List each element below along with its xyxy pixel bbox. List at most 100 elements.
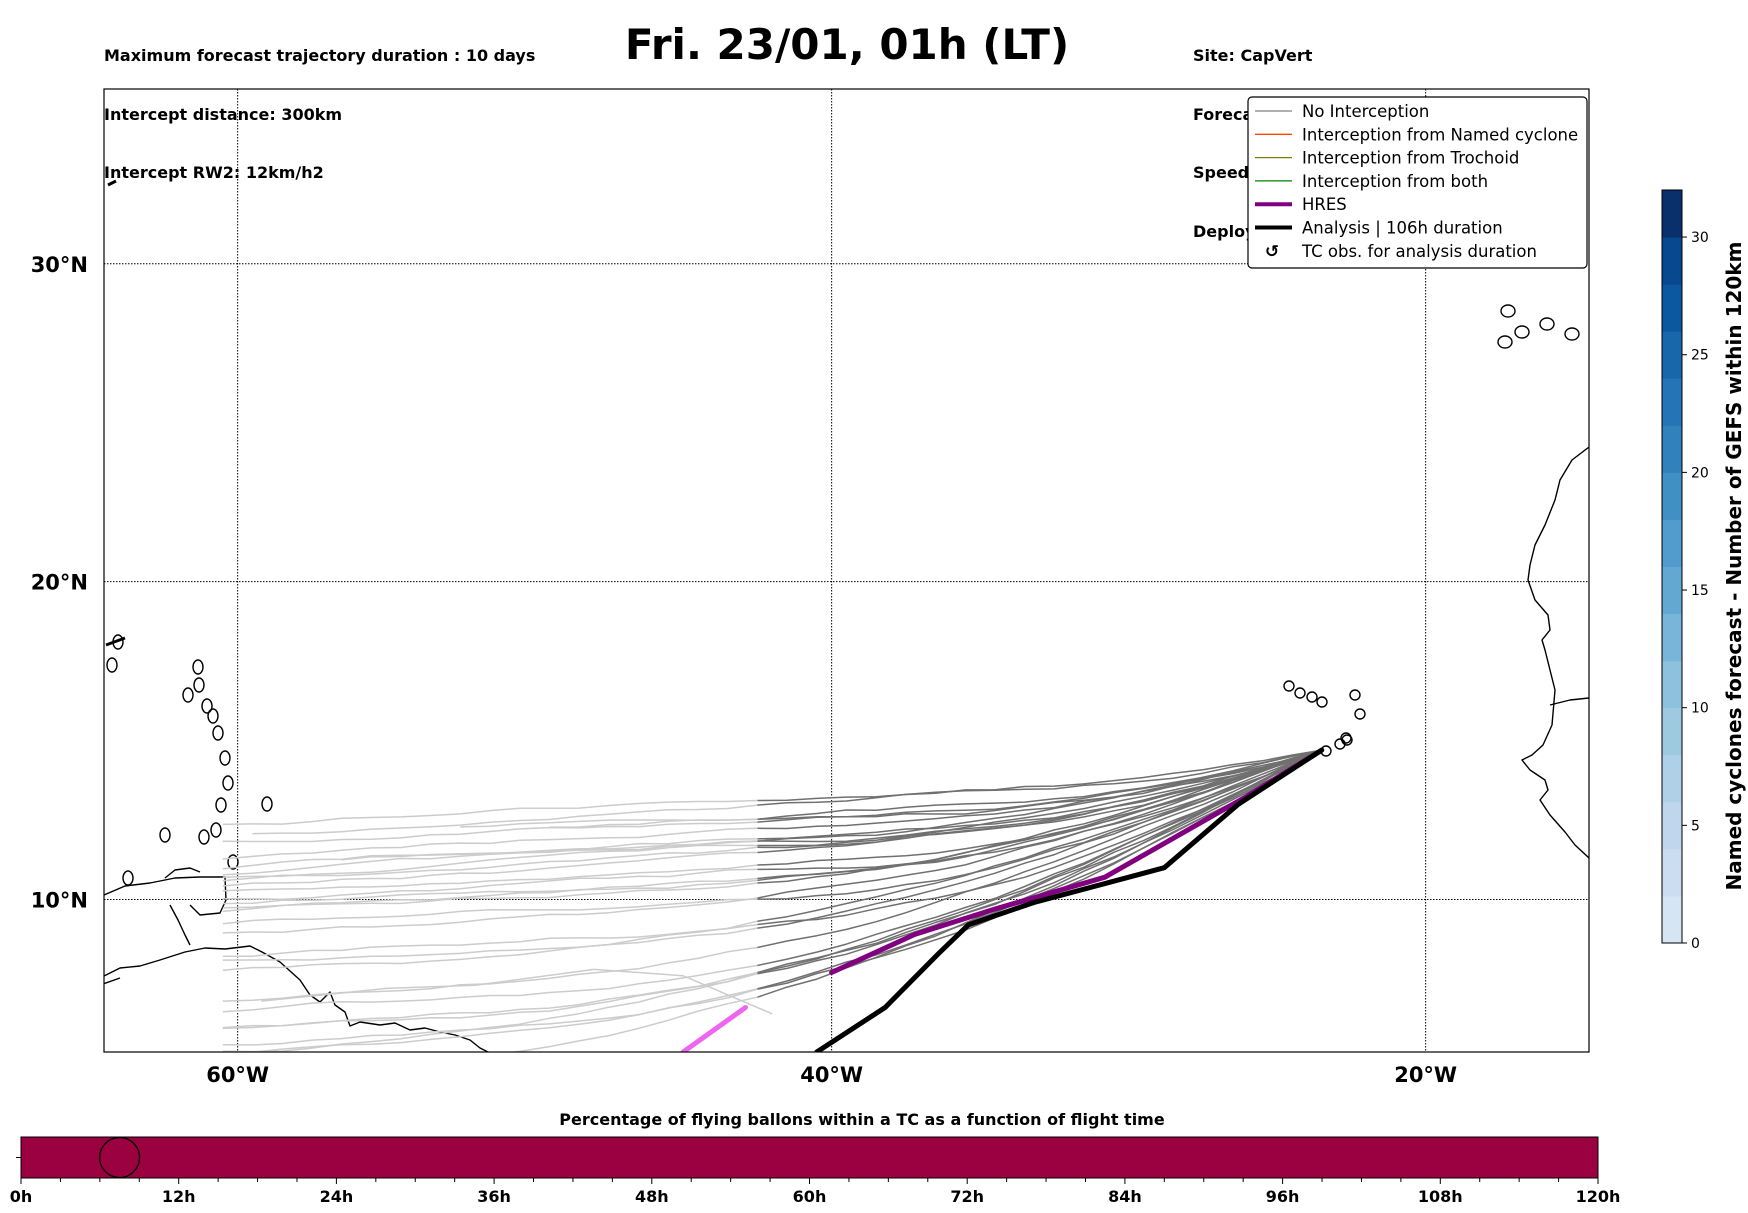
- ensemble-trajectory-faded: [222, 972, 758, 1030]
- colorbar-band: [1662, 801, 1682, 850]
- colorbar-band: [1662, 378, 1682, 426]
- ensemble-trajectory-faded: [549, 818, 758, 828]
- island-cape-verde: [1283, 680, 1295, 692]
- analysis-trajectory: [814, 747, 1325, 1052]
- colorbar-band: [1662, 472, 1682, 520]
- coastline-orinoco: [169, 904, 191, 946]
- ensemble-trajectory-faded: [222, 971, 758, 1052]
- island-cape-verde: [1306, 691, 1318, 703]
- colorbar-tick-label: 0: [1691, 936, 1700, 952]
- island: [106, 657, 118, 673]
- island: [222, 775, 234, 791]
- colorbar-band: [1662, 190, 1682, 238]
- colorbar-frame: [1661, 189, 1683, 944]
- legend-label: Analysis | 106h duration: [1302, 219, 1503, 238]
- colorbar-band: [1662, 519, 1682, 567]
- coastlines: [104, 179, 1589, 1052]
- ensemble-trajectory-faded: [261, 968, 773, 1015]
- colorbar-tick-label: 30: [1691, 230, 1709, 246]
- ensemble-trajectory-faded: [222, 971, 758, 1029]
- island-canary: [1497, 335, 1513, 349]
- ensemble-trajectory-faded: [222, 923, 758, 957]
- ensemble-trajectory-faded: [508, 996, 758, 1052]
- ensemble-trajectory: [757, 749, 1322, 820]
- ensemble-trajectory: [757, 749, 1322, 899]
- strip-tick-label: 60h: [793, 1187, 827, 1206]
- colorbar-band: [1662, 237, 1682, 285]
- colorbar-tick-label: 15: [1691, 583, 1709, 599]
- island: [159, 827, 171, 843]
- current-time-marker: [98, 1136, 141, 1179]
- coastline-south-america: [104, 945, 489, 1052]
- ensemble-trajectory: [757, 749, 1323, 967]
- island-canary: [1564, 327, 1580, 341]
- island-cape-verde: [1349, 689, 1361, 701]
- colorbar-tick-label: 25: [1691, 348, 1709, 364]
- lat-tick-label: 20°N: [31, 571, 88, 595]
- strip-tick-label: 0h: [10, 1187, 33, 1206]
- island: [201, 698, 213, 714]
- colorbar-band: [1662, 284, 1682, 332]
- map-plot: 60°W 40°W 20°W 10°N 20°N 30°N: [31, 88, 1590, 1087]
- colorbar-band: [1662, 848, 1682, 897]
- legend-label: Interception from Named cyclone: [1302, 125, 1578, 144]
- ensemble-trajectory: [757, 749, 1323, 871]
- page-title: Fri. 23/01, 01h (LT): [624, 20, 1070, 69]
- ensemble-trajectory: [757, 749, 1322, 929]
- coastline-venezuela: [104, 876, 227, 916]
- ensemble-trajectory: [757, 749, 1322, 849]
- ensemble-trajectory-faded: [222, 838, 758, 876]
- strip-tick-label: 96h: [1266, 1187, 1300, 1206]
- ensemble-trajectory-faded: [222, 821, 758, 843]
- ensemble-trajectory-faded: [222, 799, 758, 826]
- island-cape-verde: [1316, 696, 1328, 708]
- colorbar-band: [1662, 566, 1682, 615]
- island: [192, 659, 204, 675]
- strip-tick-label: 72h: [950, 1187, 984, 1206]
- lat-tick-label: 10°N: [31, 888, 88, 912]
- island-canary: [1514, 325, 1530, 339]
- ensemble-trajectory-faded: [222, 898, 758, 925]
- island: [122, 870, 134, 886]
- strip-tick-label: 24h: [320, 1187, 354, 1206]
- hres-trajectory-faded: [680, 1005, 748, 1052]
- legend-label: Interception from Trochoid: [1302, 149, 1519, 168]
- ensemble-trajectory-faded: [222, 882, 758, 909]
- ensemble-trajectory-faded: [222, 827, 758, 860]
- strip-tick-label: 84h: [1108, 1187, 1142, 1206]
- ensemble-trajectory-faded: [222, 897, 758, 934]
- flight-time-bar: [20, 1136, 1599, 1179]
- colorbar-label: Named cyclones forecast - Number of GEFS…: [1722, 242, 1746, 891]
- ensemble-trajectory-faded: [222, 927, 758, 961]
- ensemble-trajectory-faded: [252, 804, 758, 835]
- flight-time-strip: Percentage of flying ballons within a TC…: [10, 1110, 1621, 1206]
- island-trinidad: [164, 867, 201, 879]
- ensemble-trajectory: [757, 749, 1323, 949]
- ensemble-trajectory: [757, 749, 1323, 974]
- strip-tick-label: 108h: [1418, 1187, 1463, 1206]
- island-cape-verde: [1341, 734, 1353, 746]
- coastline-gambia: [1549, 697, 1589, 706]
- ensemble-trajectory-faded: [222, 964, 758, 1013]
- island-bermuda: [107, 179, 117, 187]
- colorbar: 0 5 10 15 20 25 30 Named cyclones forecast - N…: [1661, 189, 1746, 952]
- legend-label: HRES: [1302, 195, 1347, 214]
- island: [227, 854, 239, 870]
- lon-tick-label: 60°W: [206, 1063, 269, 1087]
- ensemble-trajectory: [757, 749, 1323, 975]
- island: [207, 708, 219, 724]
- lon-tick-label: 20°W: [1394, 1063, 1457, 1087]
- map-frame: [103, 88, 1590, 1053]
- site-text: Site: CapVert: [1193, 46, 1313, 65]
- strip-tick-label: 120h: [1576, 1187, 1621, 1206]
- strip-tick-label: 36h: [477, 1187, 511, 1206]
- trajectories: [222, 747, 1325, 1052]
- island-cape-verde: [1294, 687, 1306, 699]
- intercept-distance-text: Intercept distance: 300km: [104, 104, 343, 124]
- colorbar-band: [1662, 425, 1682, 473]
- coastline-west-africa: [1521, 446, 1589, 859]
- cyclone-icon: ↺: [1265, 242, 1279, 262]
- island: [193, 677, 205, 693]
- intercept-rw2-text: Intercept RW2: 12km/h2: [104, 163, 324, 182]
